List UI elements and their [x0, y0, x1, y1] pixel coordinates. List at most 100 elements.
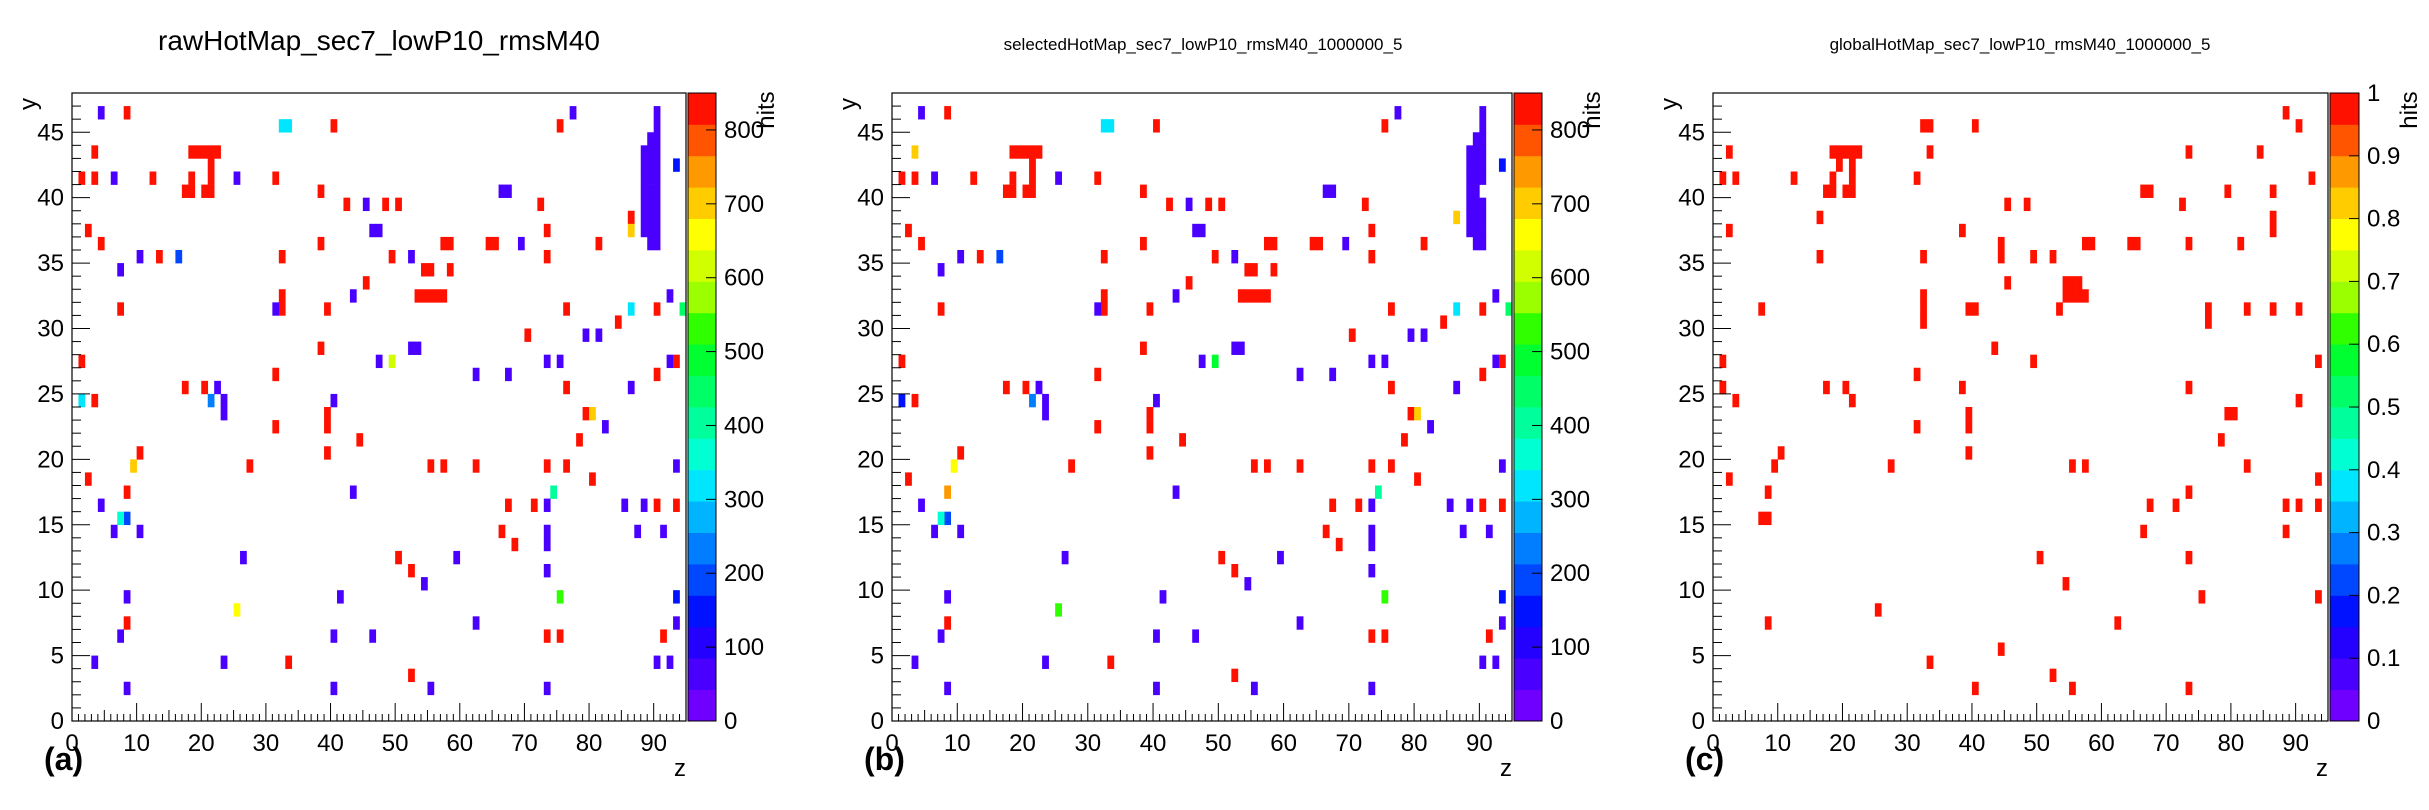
heatmap-cell	[117, 629, 125, 643]
heatmap-cell	[123, 616, 131, 630]
colorbar-band	[1514, 407, 1542, 439]
heatmap-cell	[1009, 145, 1017, 159]
heatmap-cell	[918, 236, 925, 251]
heatmap-cell	[1926, 655, 1934, 669]
heatmap-cell	[1388, 302, 1395, 316]
heatmap-cell	[1829, 184, 1837, 198]
heatmap-cell	[950, 459, 958, 473]
colorbar-band	[1514, 155, 1542, 188]
colorbar-band	[2330, 218, 2359, 251]
heatmap-cell	[207, 158, 215, 172]
heatmap-cell	[976, 250, 984, 264]
heatmap-cell	[2269, 302, 2277, 316]
heatmap-cell	[1218, 197, 1226, 212]
heatmap-cell	[1029, 145, 1036, 159]
x-tick-label: 70	[2153, 730, 2180, 757]
heatmap-cell	[569, 106, 577, 120]
heatmap-cell	[1166, 197, 1173, 212]
heatmap-cell	[330, 629, 338, 643]
heatmap-cell	[2315, 354, 2322, 369]
panel-label: (a)	[44, 741, 83, 777]
heatmap-cell	[427, 263, 435, 277]
heatmap-cell	[1485, 524, 1493, 539]
heatmap-cell	[505, 367, 512, 382]
heatmap-cell	[673, 158, 680, 172]
heatmap-cell	[1848, 184, 1856, 198]
colorbar-band	[688, 155, 716, 188]
heatmap-cell	[2140, 524, 2148, 539]
x-tick-label: 90	[2282, 730, 2309, 757]
x-axis-label: z	[2316, 755, 2328, 782]
heatmap-cell	[957, 446, 965, 460]
heatmap-cell	[537, 197, 545, 212]
colorbar-band	[1514, 532, 1542, 565]
heatmap-cell	[472, 459, 480, 473]
heatmap-cell	[414, 341, 422, 355]
heatmap-cell	[1472, 171, 1480, 185]
colorbar-band	[2330, 375, 2359, 408]
x-tick-label: 30	[1074, 730, 1101, 757]
heatmap-cell	[214, 145, 221, 159]
heatmap-cell	[543, 564, 551, 578]
colorbar-band	[1514, 375, 1542, 408]
colorbar-tick-label: 1	[2367, 80, 2380, 107]
y-tick-label: 0	[871, 708, 884, 735]
heatmap-cell	[1997, 642, 2005, 656]
heatmap-cell	[395, 197, 402, 212]
heatmap-cell	[362, 197, 370, 212]
heatmap-cell	[1153, 393, 1160, 408]
colorbar-band	[2330, 532, 2359, 565]
x-tick-label: 80	[576, 730, 603, 757]
colorbar-tick-label: 800	[724, 117, 764, 144]
heatmap-cell	[440, 236, 448, 251]
heatmap-cell	[1146, 446, 1154, 460]
x-tick-label: 90	[1466, 730, 1493, 757]
heatmap-cell	[660, 629, 667, 643]
y-tick-label: 0	[1692, 708, 1705, 735]
heatmap-cell	[2088, 236, 2096, 251]
heatmap-cell	[201, 380, 209, 395]
heatmap-cell	[91, 655, 99, 669]
heatmap-cell	[1146, 302, 1154, 316]
heatmap-cell	[1172, 289, 1180, 303]
colorbar-band	[688, 124, 716, 157]
heatmap-cell	[2172, 498, 2180, 512]
heatmap-cell	[647, 197, 654, 212]
heatmap-cell	[395, 550, 402, 565]
heatmap-cell	[220, 407, 228, 421]
chart-panel-3: globalHotMap_sec7_lowP10_rmsM40_1000000_…	[1656, 35, 2423, 782]
heatmap-cell	[505, 184, 512, 198]
heatmap-cell	[1842, 380, 1850, 395]
heatmap-cell	[1420, 236, 1428, 251]
x-tick-label: 20	[1009, 730, 1036, 757]
y-tick-label: 30	[37, 316, 64, 343]
heatmap-cell	[653, 197, 661, 212]
heatmap-cell	[181, 184, 189, 198]
colorbar-frame	[1513, 92, 1543, 722]
heatmap-cell	[1498, 459, 1506, 473]
heatmap-cell	[240, 550, 247, 565]
heatmap-cell	[1479, 119, 1487, 133]
heatmap-cell	[673, 354, 680, 369]
heatmap-cell	[440, 289, 448, 303]
heatmap-cell	[2198, 590, 2206, 604]
heatmap-cell	[408, 564, 415, 578]
heatmap-cell	[324, 302, 331, 316]
heatmap-cell	[1042, 393, 1049, 408]
x-tick-label: 10	[123, 730, 150, 757]
x-tick-label: 90	[640, 730, 667, 757]
heatmap-cell	[666, 289, 674, 303]
heatmap-cell	[1172, 485, 1180, 499]
heatmap-cell	[2049, 250, 2057, 264]
heatmap-cell	[1055, 603, 1062, 617]
heatmap-cell	[1368, 564, 1376, 578]
heatmap-cell	[427, 289, 435, 303]
colorbar-band	[1514, 250, 1542, 282]
colorbar-band	[2330, 438, 2359, 471]
heatmap-cell	[349, 289, 357, 303]
heatmap-cell	[1498, 158, 1506, 172]
heatmap-cell	[1094, 171, 1102, 185]
y-tick-label: 40	[1678, 185, 1705, 212]
heatmap-cell	[653, 210, 661, 225]
